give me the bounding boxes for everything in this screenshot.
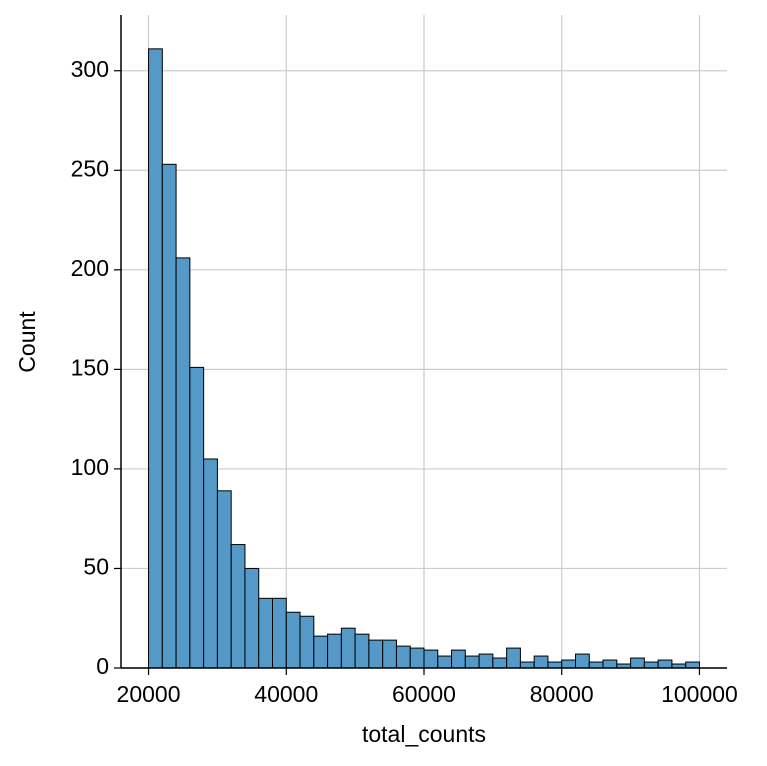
bar: [451, 649, 466, 669]
bar: [244, 567, 260, 669]
bar: [148, 48, 163, 669]
bar: [561, 659, 577, 669]
y-axis-label: Count: [14, 311, 40, 373]
x-tick-label: 20000: [117, 681, 181, 707]
x-tick-label: 80000: [530, 681, 594, 707]
bar: [368, 639, 384, 669]
y-tick-label: 300: [71, 56, 109, 82]
bar: [161, 163, 177, 669]
y-tick-label: 100: [71, 454, 109, 480]
bar: [409, 647, 425, 669]
bar: [299, 615, 315, 669]
bar: [547, 661, 563, 669]
x-tick-label: 60000: [392, 681, 456, 707]
bar: [533, 655, 549, 669]
bar: [492, 657, 508, 669]
bar: [630, 657, 645, 669]
bar: [175, 257, 191, 669]
x-tick-label: 100000: [661, 681, 738, 707]
bar: [506, 647, 521, 669]
y-tick-label: 150: [71, 354, 109, 380]
y-tick-label: 0: [96, 653, 109, 679]
bar: [602, 659, 618, 669]
bar: [189, 366, 205, 669]
bar: [285, 611, 301, 669]
bar: [464, 655, 480, 669]
bar: [230, 544, 246, 669]
bar: [216, 490, 232, 669]
bar: [437, 655, 453, 669]
bar: [423, 649, 439, 669]
bar: [327, 633, 342, 669]
bar: [588, 661, 604, 669]
bar: [258, 597, 273, 669]
bar: [478, 653, 494, 669]
bar: [395, 645, 411, 669]
bar: [313, 635, 329, 669]
y-tick-label: 250: [71, 155, 109, 181]
bar: [657, 659, 673, 669]
bar: [519, 661, 535, 669]
bar: [382, 639, 397, 669]
bar: [340, 627, 356, 669]
bar: [203, 458, 218, 669]
x-axis-label: total_counts: [362, 721, 486, 747]
bar: [685, 661, 700, 669]
bar: [575, 653, 590, 669]
y-tick-label: 200: [71, 255, 109, 281]
bar: [272, 597, 287, 669]
bar: [643, 661, 659, 669]
x-tick-label: 40000: [254, 681, 318, 707]
bar: [354, 633, 370, 669]
y-tick-label: 50: [83, 554, 109, 580]
